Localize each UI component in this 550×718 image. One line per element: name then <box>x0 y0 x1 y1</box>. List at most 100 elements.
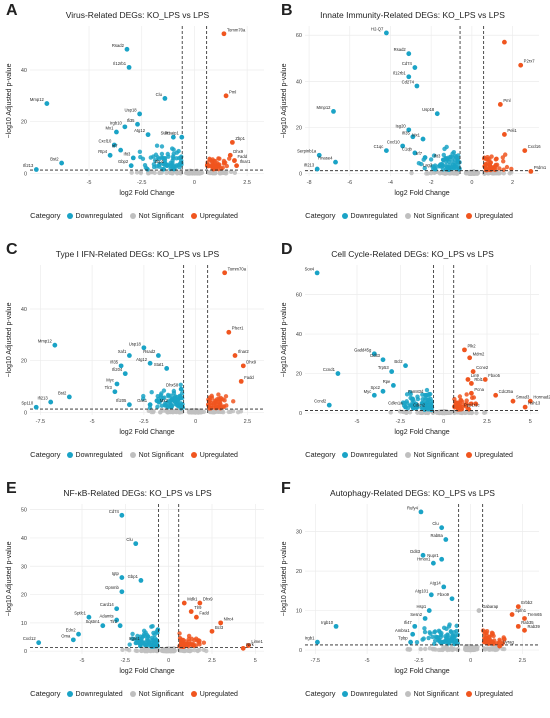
y-axis-label: −log10 Adjusted p-value <box>6 63 13 138</box>
point-upregulated <box>193 636 199 641</box>
chart-title: Cell Cycle-Related DEGs: KO_LPS vs LPS <box>331 249 494 259</box>
point-upregulated <box>217 156 222 161</box>
point-downregulated <box>111 142 117 148</box>
gene-label: Cxcl10 <box>99 138 112 143</box>
point-not-significant <box>404 410 409 416</box>
legend-swatch <box>66 691 73 698</box>
point-downregulated <box>138 634 143 639</box>
point-downregulated <box>380 388 386 394</box>
point-not-significant <box>174 171 180 176</box>
point-downregulated <box>126 353 132 358</box>
gene-label: Plk2 <box>467 343 476 348</box>
gene-label: H2-Q7 <box>371 26 384 31</box>
gene-label: Irgb10 <box>110 120 123 125</box>
gene-label: Fam83d <box>408 389 424 394</box>
gene-label: Rsad2 <box>143 349 156 354</box>
gene-label: Spc2 <box>370 385 380 390</box>
point-downregulated <box>114 617 120 623</box>
gene-label: Atg14 <box>430 580 442 585</box>
point-upregulated <box>223 394 229 399</box>
point-upregulated <box>462 347 467 353</box>
point-downregulated <box>129 636 135 641</box>
point-not-significant <box>463 410 469 415</box>
legend-swatch <box>129 691 136 698</box>
gene-label: Sox4 <box>305 266 315 271</box>
point-downregulated <box>403 363 408 369</box>
point-upregulated <box>522 148 528 154</box>
point-not-significant <box>138 170 144 176</box>
gene-label: Atg101 <box>415 588 429 593</box>
y-tick-label: 40 <box>21 307 27 313</box>
legend-title: Category <box>30 689 61 698</box>
y-tick-label: 50 <box>21 508 27 514</box>
point-not-significant <box>146 170 152 176</box>
point-not-significant <box>152 647 158 652</box>
y-tick-label: 20 <box>296 126 302 132</box>
point-downregulated <box>126 402 132 408</box>
point-downregulated <box>124 46 130 52</box>
point-upregulated <box>492 638 497 643</box>
legend-swatch <box>341 452 348 459</box>
y-tick-label: 60 <box>296 293 302 299</box>
point-downregulated <box>86 614 92 620</box>
legend-label: Downregulated <box>75 452 123 459</box>
legend-item: Not Significant <box>404 691 459 698</box>
point-upregulated <box>197 600 203 606</box>
gene-label: Cxcl10 <box>387 140 400 145</box>
point-upregulated <box>503 152 508 157</box>
point-downregulated <box>149 389 154 395</box>
point-not-significant <box>134 170 140 175</box>
point-upregulated <box>208 402 214 407</box>
x-tick-label: -5 <box>90 419 95 425</box>
legend-item: Not Significant <box>129 452 184 459</box>
point-upregulated <box>232 158 237 163</box>
point-not-significant <box>467 410 473 416</box>
panel-letter: D <box>281 241 293 258</box>
gene-label: Dhx9 <box>233 149 243 154</box>
gene-label: Irf7 <box>416 151 423 156</box>
x-axis-label: log2 Fold Change <box>394 668 449 675</box>
point-downregulated <box>122 124 128 130</box>
point-downregulated <box>151 630 156 636</box>
point-not-significant <box>447 171 453 176</box>
point-downregulated <box>422 629 428 635</box>
point-not-significant <box>228 169 234 174</box>
point-downregulated <box>438 162 443 167</box>
point-upregulated <box>455 401 461 406</box>
gene-label: Isg20 <box>396 123 407 128</box>
point-downregulated <box>414 640 420 645</box>
point-not-significant <box>472 646 477 652</box>
gene-label: Ntrk <box>246 642 255 647</box>
legend-title: Category <box>305 211 336 220</box>
y-tick-label: 60 <box>296 33 302 39</box>
gene-label: Ifi204 <box>112 367 123 372</box>
point-downregulated <box>179 154 184 159</box>
point-downregulated <box>453 638 458 643</box>
point-downregulated <box>335 371 341 376</box>
point-not-significant <box>147 648 153 653</box>
point-not-significant <box>183 648 188 654</box>
y-axis-label: −log10 Adjusted p-value <box>281 541 288 616</box>
gene-label: Rufy4 <box>407 505 419 510</box>
x-tick-label: 5 <box>529 419 532 425</box>
point-upregulated <box>232 353 238 358</box>
y-tick-label: 40 <box>21 536 27 542</box>
gene-label: Fbxo5 <box>488 373 500 378</box>
gene-label: Ifi35 <box>127 118 136 123</box>
point-upregulated <box>502 132 507 137</box>
point-not-significant <box>509 170 514 175</box>
gene-label: Rtp4 <box>98 149 108 154</box>
point-upregulated <box>222 160 227 165</box>
point-upregulated <box>240 363 246 369</box>
point-downregulated <box>383 30 389 36</box>
y-tick-label: 0 <box>299 172 302 178</box>
point-not-significant <box>213 171 218 176</box>
point-not-significant <box>217 171 223 176</box>
legend-label: Not Significant <box>413 452 459 459</box>
point-not-significant <box>450 647 455 653</box>
point-upregulated <box>218 401 223 407</box>
point-downregulated <box>412 150 418 156</box>
point-upregulated <box>459 398 464 403</box>
point-downregulated <box>151 641 157 646</box>
